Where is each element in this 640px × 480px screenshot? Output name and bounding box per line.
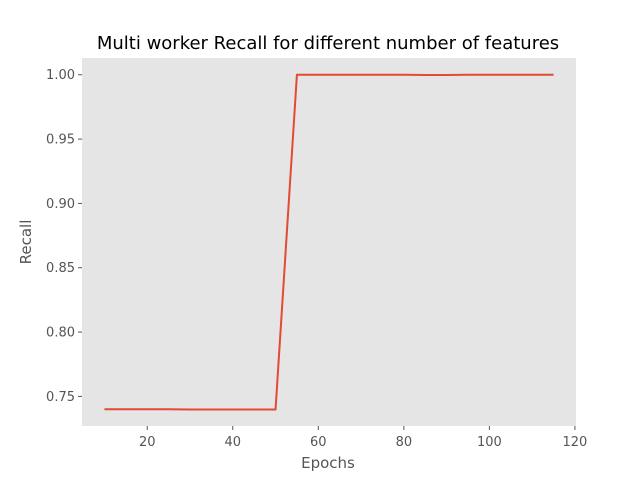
x-tick-label: 100 — [477, 435, 502, 450]
y-tick-label: 0.95 — [46, 133, 75, 148]
x-axis-ticks: 20 40 60 80 100 120 — [139, 426, 587, 450]
x-axis-label: Epochs — [301, 454, 355, 472]
y-tick-label: 0.90 — [46, 197, 75, 212]
y-tick-label: 0.75 — [46, 390, 75, 405]
x-tick-label: 60 — [310, 435, 327, 450]
y-axis-ticks: 0.75 0.80 0.85 0.90 0.95 1.00 — [46, 68, 82, 405]
x-tick-label: 40 — [224, 435, 241, 450]
series-layer — [104, 73, 554, 411]
x-tick-label: 80 — [396, 435, 413, 450]
x-tick-label: 20 — [139, 435, 156, 450]
y-tick-label: 1.00 — [46, 68, 75, 83]
chart-title: Multi worker Recall for different number… — [97, 33, 559, 54]
x-tick-label: 120 — [563, 435, 588, 450]
y-axis-label: Recall — [17, 220, 35, 265]
plot-area — [82, 58, 576, 426]
y-tick-label: 0.85 — [46, 261, 75, 276]
recall-series-line — [104, 73, 554, 411]
y-tick-label: 0.80 — [46, 326, 75, 341]
